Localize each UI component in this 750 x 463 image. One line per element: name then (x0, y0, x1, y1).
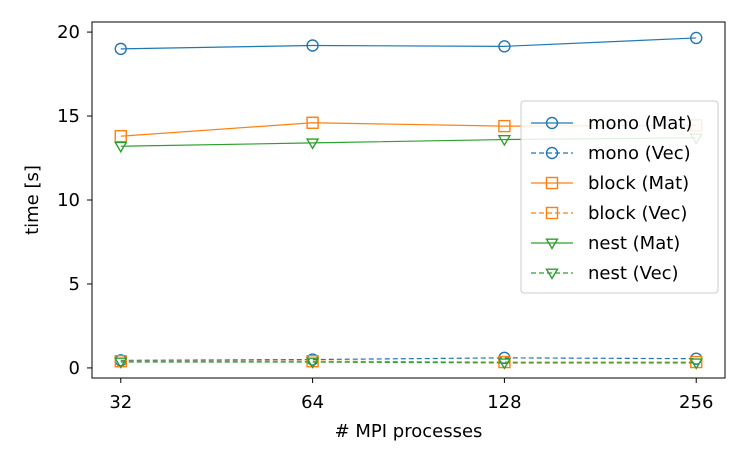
data-point-4-1 (305, 138, 320, 150)
data-point-2-0 (114, 129, 127, 143)
data-point-5-3 (689, 358, 703, 370)
series-line-0 (120, 37, 697, 50)
legend: mono (Mat) mono (Vec) block (Mat) block (Ve… (520, 100, 719, 294)
legend-marker-4 (545, 238, 559, 250)
data-point-5-0 (114, 357, 128, 369)
data-point-5-1 (305, 357, 320, 369)
x-tick-label: 64 (301, 392, 324, 413)
data-point-5-2 (497, 358, 512, 370)
data-point-0-1 (306, 39, 319, 52)
data-point-2-2 (498, 119, 511, 133)
y-axis-label: time [s] (22, 165, 43, 235)
legend-label-1: mono (Vec) (588, 143, 691, 164)
legend-marker-2 (545, 176, 559, 190)
data-point-4-0 (114, 141, 128, 154)
x-tick-label: 128 (487, 392, 521, 413)
data-point-4-2 (497, 134, 512, 147)
legend-marker-3 (545, 206, 559, 220)
legend-label-5: nest (Vec) (588, 263, 679, 284)
y-tick-label: 0 (69, 358, 80, 379)
legend-label-4: nest (Mat) (588, 233, 680, 254)
series-line-1 (120, 357, 697, 361)
x-tick-label: 32 (109, 392, 132, 413)
legend-label-2: block (Mat) (588, 173, 689, 194)
legend-box (520, 100, 719, 294)
y-tick-label: 10 (57, 190, 80, 211)
y-tick-label: 20 (57, 22, 80, 43)
legend-label-0: mono (Mat) (588, 113, 692, 134)
series-line-3 (120, 360, 697, 363)
legend-label-3: block (Vec) (588, 203, 687, 224)
y-tick-label: 15 (57, 106, 80, 127)
x-axis-label: # MPI processes (335, 421, 483, 442)
legend-marker-1 (545, 146, 559, 160)
axes: 32 64 128 256 0 5 10 15 20 (57, 21, 726, 413)
legend-marker-5 (545, 268, 559, 280)
legend-marker-0 (545, 116, 559, 130)
data-point-0-2 (498, 40, 511, 53)
data-point-2-1 (306, 116, 319, 129)
x-tick-label: 256 (679, 392, 713, 413)
y-tick-label: 5 (69, 274, 80, 295)
data-point-0-0 (114, 42, 127, 56)
data-point-0-3 (690, 31, 703, 45)
